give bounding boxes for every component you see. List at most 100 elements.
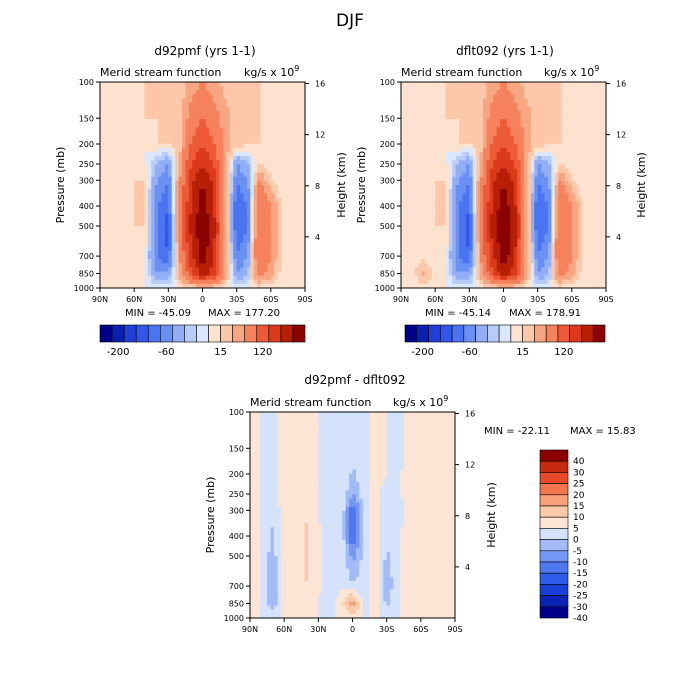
heatmap-cell xyxy=(565,127,569,132)
heatmap-cell xyxy=(113,205,118,211)
heatmap-cell xyxy=(435,185,439,190)
heatmap-cell xyxy=(500,201,504,206)
heatmap-cell xyxy=(147,213,152,219)
heatmap-cell xyxy=(212,180,217,186)
heatmap-cell xyxy=(223,238,227,244)
heatmap-cell xyxy=(199,197,203,202)
heatmap-cell xyxy=(287,201,292,206)
heatmap-cell xyxy=(455,135,460,141)
heatmap-cell xyxy=(496,114,501,120)
heatmap-cell xyxy=(421,98,426,103)
heatmap-cell xyxy=(298,90,302,95)
heatmap-cell xyxy=(442,131,446,136)
heatmap-cell xyxy=(212,217,217,223)
heatmap-cell xyxy=(103,106,108,112)
heatmap-cell xyxy=(503,176,508,182)
heatmap-cell xyxy=(554,164,559,169)
heatmap-cell xyxy=(578,205,583,211)
heatmap-cell xyxy=(561,143,566,149)
heatmap-cell xyxy=(158,193,162,198)
heatmap-cell xyxy=(537,102,542,108)
heatmap-cell xyxy=(123,185,128,190)
heatmap-cell xyxy=(517,197,521,202)
heatmap-cell xyxy=(182,250,186,256)
heatmap-cell xyxy=(493,131,498,136)
heatmap-cell xyxy=(110,160,115,165)
heatmap-cell xyxy=(164,143,169,149)
heatmap-cell xyxy=(414,143,419,149)
heatmap-cell xyxy=(592,90,597,95)
heatmap-cell xyxy=(455,180,460,186)
colorbar-label: -200 xyxy=(107,347,130,358)
heatmap-cell xyxy=(404,135,409,141)
heatmap-cell xyxy=(513,94,518,99)
heatmap-cell xyxy=(257,90,261,95)
heatmap-cell xyxy=(421,139,426,145)
heatmap-cell xyxy=(144,168,149,174)
heatmap-cell xyxy=(212,246,217,252)
heatmap-cell xyxy=(219,160,224,165)
heatmap-cell xyxy=(541,168,545,174)
heatmap-cell xyxy=(541,176,545,182)
heatmap-cell xyxy=(595,139,600,145)
heatmap-cell xyxy=(161,234,166,239)
heatmap-cell xyxy=(476,160,480,165)
heatmap-cell xyxy=(260,226,265,231)
heatmap-cell xyxy=(243,98,248,103)
heatmap-cell xyxy=(277,246,282,252)
heatmap-cell xyxy=(154,82,159,87)
heatmap-cell xyxy=(301,222,306,227)
heatmap-cell xyxy=(602,193,607,198)
heatmap-cell xyxy=(486,135,491,141)
heatmap-cell xyxy=(236,102,241,108)
heatmap-cell xyxy=(147,156,152,161)
heatmap-cell xyxy=(246,242,251,248)
heatmap-cell xyxy=(250,135,255,141)
heatmap-cell xyxy=(418,114,422,120)
heatmap-cell xyxy=(472,98,477,103)
heatmap-cell xyxy=(100,275,104,281)
heatmap-cell xyxy=(301,246,306,252)
heatmap-cell xyxy=(226,90,231,95)
heatmap-cell xyxy=(595,90,600,95)
heatmap-cell xyxy=(418,176,422,182)
heatmap-cell xyxy=(602,172,607,178)
heatmap-cell xyxy=(506,94,511,99)
heatmap-cell xyxy=(527,189,532,194)
heatmap-cell xyxy=(229,230,234,235)
heatmap-cell xyxy=(404,185,409,190)
heatmap-cell xyxy=(195,90,200,95)
heatmap-cell xyxy=(229,98,234,103)
heatmap-cell xyxy=(270,147,275,153)
heatmap-cell xyxy=(100,168,104,174)
heatmap-cell xyxy=(414,135,419,141)
heatmap-cell xyxy=(568,102,573,108)
heatmap-cell xyxy=(284,279,289,285)
heatmap-cell xyxy=(100,147,104,153)
heatmap-cell xyxy=(178,139,183,145)
heatmap-cell xyxy=(486,147,491,153)
heatmap-cell xyxy=(411,156,416,161)
heatmap-cell xyxy=(120,147,125,153)
heatmap-cell xyxy=(209,226,214,231)
heatmap-cell xyxy=(445,90,450,95)
heatmap-cell xyxy=(164,242,169,248)
heatmap-cell xyxy=(274,205,279,211)
heatmap-cell xyxy=(141,222,145,227)
heatmap-cell xyxy=(284,242,289,248)
heatmap-cell xyxy=(479,102,484,108)
heatmap-cell xyxy=(188,259,193,264)
heatmap-cell xyxy=(158,238,162,244)
heatmap-cell xyxy=(113,242,118,248)
heatmap-cell xyxy=(277,160,282,165)
heatmap-cell xyxy=(530,98,535,103)
heatmap-cell xyxy=(216,238,220,244)
heatmap-cell xyxy=(123,180,128,186)
heatmap-cell xyxy=(141,271,145,277)
heatmap-cell xyxy=(445,114,450,120)
heatmap-cell xyxy=(229,193,234,198)
heatmap-cell xyxy=(582,172,586,178)
heatmap-cell xyxy=(202,143,207,149)
heatmap-cell xyxy=(287,234,292,239)
